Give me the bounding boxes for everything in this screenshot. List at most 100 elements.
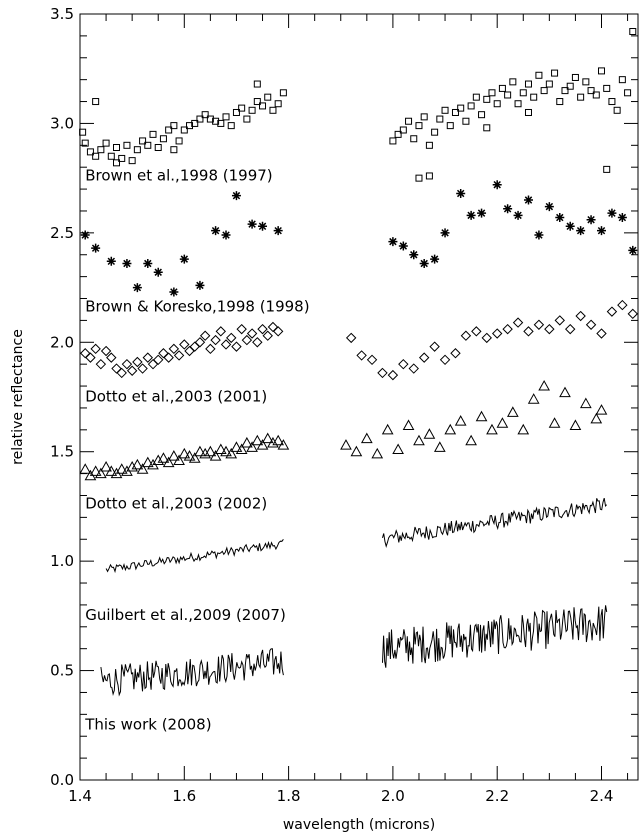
diamond-point xyxy=(272,326,284,337)
asterisk-point xyxy=(565,221,575,231)
asterisk-point xyxy=(273,226,283,236)
square-point xyxy=(149,130,157,138)
triangle-point xyxy=(209,450,222,461)
asterisk-point xyxy=(523,195,533,205)
diamond-point xyxy=(491,328,503,339)
asterisk-point xyxy=(169,287,179,297)
triangle-point xyxy=(548,417,561,428)
series-5 xyxy=(105,497,608,574)
square-point xyxy=(180,126,188,134)
asterisk-point xyxy=(555,213,565,223)
diamond-point xyxy=(262,330,273,341)
diamond-point xyxy=(173,350,185,361)
square-point xyxy=(425,172,433,180)
diamond-point xyxy=(210,334,221,346)
square-point xyxy=(410,135,418,143)
y-tick-label: 1.0 xyxy=(50,552,74,570)
triangle-point xyxy=(261,432,274,444)
square-point xyxy=(113,144,121,152)
diamond-point xyxy=(90,343,101,355)
diamond-point xyxy=(116,367,127,379)
triangle-point xyxy=(115,463,128,474)
x-tick-label: 2.2 xyxy=(485,787,509,805)
triangle-point xyxy=(267,436,279,448)
asterisk-point xyxy=(513,210,523,220)
square-point xyxy=(123,141,131,149)
square-point xyxy=(629,28,637,36)
square-point xyxy=(519,89,527,97)
square-point xyxy=(415,122,423,130)
asterisk-point xyxy=(179,254,189,264)
square-point xyxy=(478,111,486,119)
square-point xyxy=(389,137,397,145)
triangle-point xyxy=(277,439,290,450)
asterisk-point xyxy=(153,267,163,277)
diamond-point xyxy=(596,328,607,339)
x-tick-label: 1.8 xyxy=(277,787,301,805)
triangle-point xyxy=(178,447,191,459)
diamond-point xyxy=(617,299,628,311)
square-point xyxy=(196,115,204,123)
triangle-point xyxy=(162,456,175,468)
spectrum-line xyxy=(100,648,284,697)
asterisk-point xyxy=(106,256,116,266)
triangle-point xyxy=(256,439,269,450)
asterisk-point xyxy=(419,258,429,268)
triangle-point xyxy=(559,386,571,398)
annotation-label: Guilbert et al.,2009 (2007) xyxy=(85,606,286,624)
asterisk-point xyxy=(596,226,606,236)
x-axis-ticks: 1.4 1.6 1.8 2.0 2.2 2.4 xyxy=(68,14,629,805)
square-point xyxy=(86,148,94,156)
square-point xyxy=(243,115,251,123)
annotation-label: This work (2008) xyxy=(84,716,211,734)
diamond-point xyxy=(95,358,107,370)
asterisk-point xyxy=(466,210,476,220)
square-point xyxy=(483,124,491,132)
asterisk-point xyxy=(143,258,153,268)
square-point xyxy=(587,87,595,95)
diamond-point xyxy=(502,323,513,335)
diamond-point xyxy=(158,348,169,359)
triangle-point xyxy=(225,447,238,459)
x-axis-title: wavelength (microns) xyxy=(283,817,435,833)
spectrum-line xyxy=(105,538,284,574)
triangle-point xyxy=(486,423,498,435)
diamond-point xyxy=(85,352,96,363)
square-point xyxy=(399,126,407,134)
triangle-point xyxy=(350,445,363,457)
triangle-point xyxy=(340,439,352,450)
square-point xyxy=(551,69,559,77)
square-point xyxy=(405,117,413,125)
square-point xyxy=(175,137,183,145)
triangle-point xyxy=(105,465,118,476)
triangle-point xyxy=(100,461,112,472)
asterisk-point xyxy=(503,204,513,214)
diamond-point xyxy=(585,319,597,330)
spectrum-line xyxy=(382,605,608,668)
diamond-point xyxy=(231,341,242,352)
square-point xyxy=(467,102,475,110)
diamond-point xyxy=(121,358,133,370)
square-point xyxy=(472,93,480,101)
square-point xyxy=(530,93,538,101)
square-point xyxy=(592,91,600,99)
square-point xyxy=(139,137,147,145)
diamond-point xyxy=(627,308,638,320)
y-tick-label: 2.5 xyxy=(50,224,74,242)
triangle-point xyxy=(157,452,170,463)
diamond-point xyxy=(153,354,164,366)
square-point xyxy=(415,174,423,182)
square-point xyxy=(186,122,194,130)
diamond-point xyxy=(142,352,154,363)
data-marks xyxy=(79,28,638,697)
triangle-point xyxy=(538,380,550,391)
square-point xyxy=(514,100,522,108)
diamond-point xyxy=(533,319,545,330)
diamond-point xyxy=(179,339,190,350)
asterisk-point xyxy=(398,241,408,251)
asterisk-point xyxy=(534,230,544,240)
y-tick-label: 1.5 xyxy=(50,443,74,461)
series-6 xyxy=(100,605,608,697)
diamond-point xyxy=(189,341,200,352)
